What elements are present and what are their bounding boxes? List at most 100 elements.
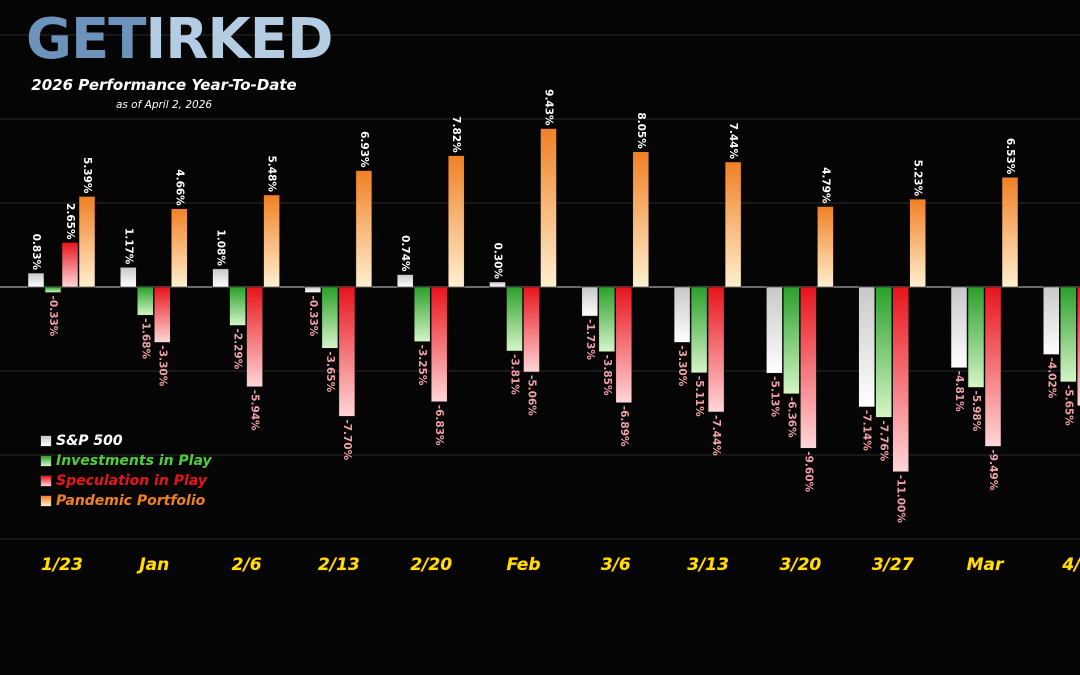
- bar: [615, 286, 633, 404]
- data-label: -6.89%: [618, 406, 630, 447]
- data-label: 7.44%: [727, 123, 739, 160]
- category-labels: 1/23 Jan 2/6 2/13 2/20 Feb 3/6 3/13 3/20 3/27 Mar 4…: [41, 555, 1080, 576]
- bar: [783, 286, 800, 395]
- data-label: -7.14%: [861, 410, 873, 451]
- data-label: -5.65%: [1062, 385, 1074, 426]
- data-label: 1.17%: [122, 228, 134, 265]
- legend: S&P 500 Investments in Play Speculation …: [40, 431, 212, 511]
- bar: [690, 286, 708, 374]
- bar: [1060, 286, 1077, 383]
- chart-title: 2026 Performance Year-To-Date: [31, 76, 297, 94]
- bar: [1001, 177, 1019, 288]
- data-label: 8.05%: [635, 112, 647, 149]
- bar: [338, 286, 356, 417]
- data-label: 4.79%: [819, 167, 831, 204]
- bar: [800, 286, 817, 449]
- category-label: 3/6: [601, 555, 631, 575]
- data-label: -6.83%: [433, 405, 445, 446]
- category-label: 1/23: [41, 555, 83, 575]
- legend-swatch: [40, 475, 52, 487]
- bar: [430, 286, 448, 402]
- bar: [892, 286, 909, 473]
- bar: [506, 286, 523, 352]
- data-labels: 0.83% 1.17% 1.08% -0.33% 0.74% 0.30% -1.73% -3.…: [30, 89, 1080, 523]
- data-label: -2.29%: [232, 328, 244, 369]
- category-label: 2/6: [232, 555, 262, 575]
- bar: [598, 286, 616, 352]
- bar: [967, 286, 985, 388]
- bar: [540, 128, 557, 288]
- legend-label: S&P 500: [56, 433, 123, 449]
- category-label: Mar: [967, 555, 1005, 575]
- bar: [120, 267, 137, 288]
- bar: [212, 268, 229, 288]
- legend-label: Speculation in Play: [56, 473, 207, 489]
- bar: [321, 286, 339, 349]
- legend-swatch: [40, 435, 52, 447]
- data-label: -3.30%: [156, 345, 168, 386]
- data-label: -11.00%: [895, 475, 907, 524]
- category-label: 4/2: [1061, 555, 1080, 575]
- bar: [413, 286, 431, 342]
- data-label: -7.70%: [341, 419, 353, 460]
- bar: [858, 286, 875, 408]
- data-label: -5.13%: [768, 376, 780, 417]
- bar: [447, 155, 465, 288]
- data-label: 6.93%: [358, 131, 370, 168]
- data-label: 5.23%: [912, 160, 924, 197]
- bar: [263, 194, 280, 288]
- category-label: 2/13: [318, 555, 360, 575]
- data-label: -7.76%: [878, 420, 890, 461]
- category-label: 3/27: [872, 555, 914, 575]
- bar: [1043, 286, 1060, 355]
- bar: [489, 281, 506, 288]
- legend-label: Pandemic Portfolio: [56, 493, 206, 509]
- bar: [673, 286, 691, 343]
- bar: [875, 286, 892, 418]
- data-label: 6.53%: [1004, 138, 1016, 175]
- bar: [78, 196, 96, 288]
- logo-word-irked: IRKED: [145, 7, 333, 72]
- category-label: Feb: [507, 555, 541, 575]
- chart-subtitle: as of April 2, 2026: [115, 99, 213, 111]
- data-label: -9.49%: [987, 449, 999, 490]
- legend-swatch: [40, 495, 52, 507]
- bar: [27, 272, 45, 288]
- legend-label: Investments in Play: [56, 453, 212, 469]
- data-label: 4.66%: [173, 169, 185, 206]
- bar: [44, 286, 62, 293]
- bar: [355, 170, 373, 288]
- bar: [396, 274, 414, 288]
- bar: [523, 286, 540, 373]
- data-label: 7.82%: [450, 116, 462, 153]
- category-label: 3/13: [687, 555, 729, 575]
- data-label: -0.33%: [47, 296, 59, 337]
- data-label: -4.81%: [953, 371, 965, 412]
- category-label: 2/20: [410, 555, 452, 575]
- data-label: -9.60%: [802, 451, 814, 492]
- bar: [724, 161, 742, 288]
- data-label: -3.81%: [509, 354, 521, 395]
- bar: [304, 286, 322, 293]
- data-label: -1.73%: [584, 319, 596, 360]
- bar: [581, 286, 599, 317]
- logo: GETIRKED: [26, 6, 334, 74]
- bar: [984, 286, 1002, 447]
- data-label: -5.11%: [693, 376, 705, 417]
- legend-item-speculation: Speculation in Play: [40, 471, 212, 491]
- data-label: -3.85%: [601, 355, 613, 396]
- data-label: 9.43%: [543, 89, 555, 126]
- bar: [1077, 286, 1080, 407]
- bar: [707, 286, 725, 413]
- data-label: 0.30%: [492, 243, 504, 280]
- legend-item-pandemic: Pandemic Portfolio: [40, 491, 212, 511]
- data-label: -5.94%: [249, 390, 261, 431]
- data-label: -5.98%: [970, 390, 982, 431]
- category-label: 3/20: [780, 555, 822, 575]
- data-label: 2.65%: [64, 203, 76, 240]
- bar: [229, 286, 246, 326]
- bar: [950, 286, 968, 369]
- data-label: -0.33%: [307, 296, 319, 337]
- data-label: 0.83%: [30, 234, 42, 271]
- bar: [909, 198, 926, 288]
